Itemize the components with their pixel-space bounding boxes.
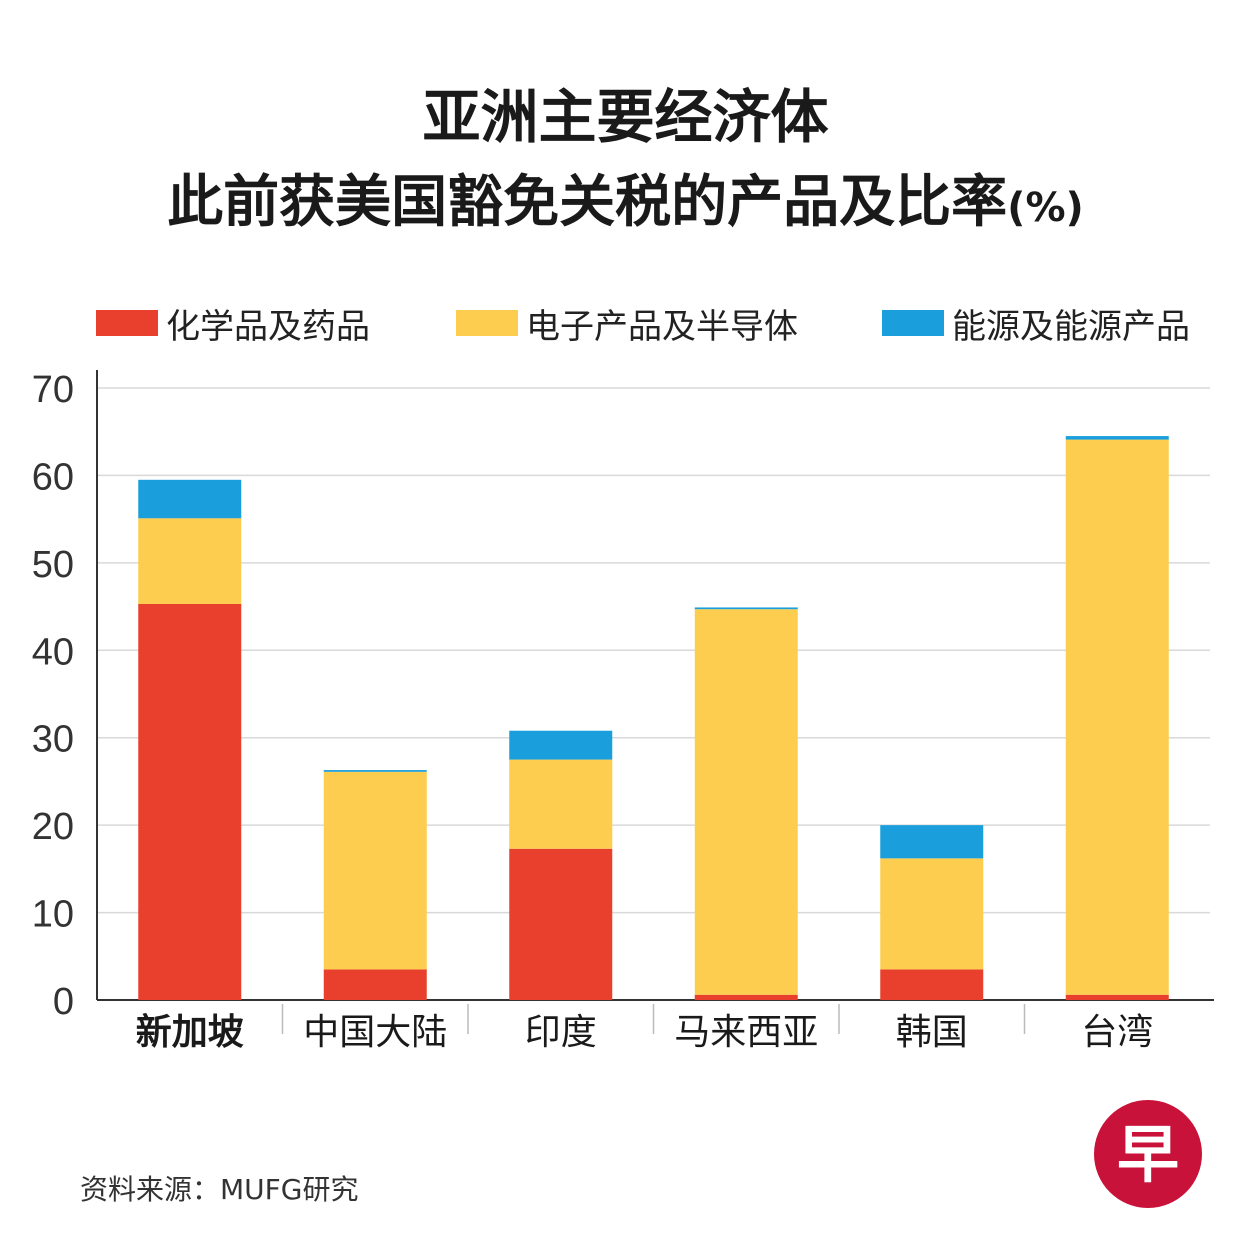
y-tick-label-30: 30 xyxy=(32,719,74,761)
chart-title-text: 此前获美国豁免关税的产品及比率 xyxy=(167,170,1008,235)
bar-chemicals-6 xyxy=(1065,994,1169,1000)
logo-char: 早 xyxy=(1117,1118,1179,1191)
legend-swatch-chemicals xyxy=(96,310,158,336)
zaobao-logo-icon: 早 xyxy=(1094,1100,1202,1208)
x-category-label-5: 韩国 xyxy=(896,1012,968,1053)
bar-chemicals-3 xyxy=(509,848,613,1000)
legend-label-chemicals: 化学品及药品 xyxy=(166,306,370,347)
y-tick-label-60: 60 xyxy=(32,456,74,498)
legend-label-electronics: 电子产品及半导体 xyxy=(526,306,798,347)
bar-chemicals-4 xyxy=(694,994,798,1000)
legend-item-energy: 能源及能源产品 xyxy=(882,300,1190,347)
x-category-label-2: 中国大陆 xyxy=(303,1012,447,1053)
y-tick-label-40: 40 xyxy=(32,631,74,673)
bar-electronics-5 xyxy=(880,858,984,970)
bar-electronics-1 xyxy=(138,518,242,604)
legend-item-electronics: 电子产品及半导体 xyxy=(456,300,798,347)
legend: 化学品及药品 电子产品及半导体 能源及能源产品 xyxy=(0,300,1251,350)
bar-chemicals-2 xyxy=(323,969,427,1000)
source-note: 资料来源：MUFG研究 xyxy=(80,1173,359,1206)
legend-label-energy: 能源及能源产品 xyxy=(952,306,1190,347)
x-category-label-1: 新加坡 xyxy=(136,1012,244,1053)
legend-swatch-electronics xyxy=(456,310,518,336)
bar-electronics-4 xyxy=(694,609,798,995)
bar-electronics-2 xyxy=(323,771,427,970)
y-tick-label-50: 50 xyxy=(32,544,74,586)
x-category-label-6: 台湾 xyxy=(1081,1012,1153,1053)
bar-electronics-3 xyxy=(509,759,613,849)
y-tick-label-70: 70 xyxy=(32,369,74,411)
bar-chemicals-1 xyxy=(138,603,242,1000)
legend-item-chemicals: 化学品及药品 xyxy=(96,300,370,347)
bar-chemicals-5 xyxy=(880,969,984,1000)
bar-energy-5 xyxy=(880,825,984,859)
chart-title-line1: 亚洲主要经济体 xyxy=(422,83,829,151)
bar-energy-1 xyxy=(138,479,242,519)
x-category-label-4: 马来西亚 xyxy=(674,1012,818,1053)
bar-energy-6 xyxy=(1065,436,1169,440)
chart-title-line2: 此前获美国豁免关税的产品及比率(%) xyxy=(0,168,1251,243)
bar-energy-4 xyxy=(694,607,798,610)
x-category-label-3: 印度 xyxy=(525,1012,597,1053)
y-tick-label-0: 0 xyxy=(53,981,74,1023)
y-tick-label-10: 10 xyxy=(32,894,74,936)
bar-electronics-6 xyxy=(1065,439,1169,995)
legend-swatch-energy xyxy=(882,310,944,336)
chart-unit: (%) xyxy=(1007,185,1084,231)
bar-energy-2 xyxy=(323,770,427,772)
y-tick-label-20: 20 xyxy=(32,806,74,848)
bar-energy-3 xyxy=(509,730,613,760)
